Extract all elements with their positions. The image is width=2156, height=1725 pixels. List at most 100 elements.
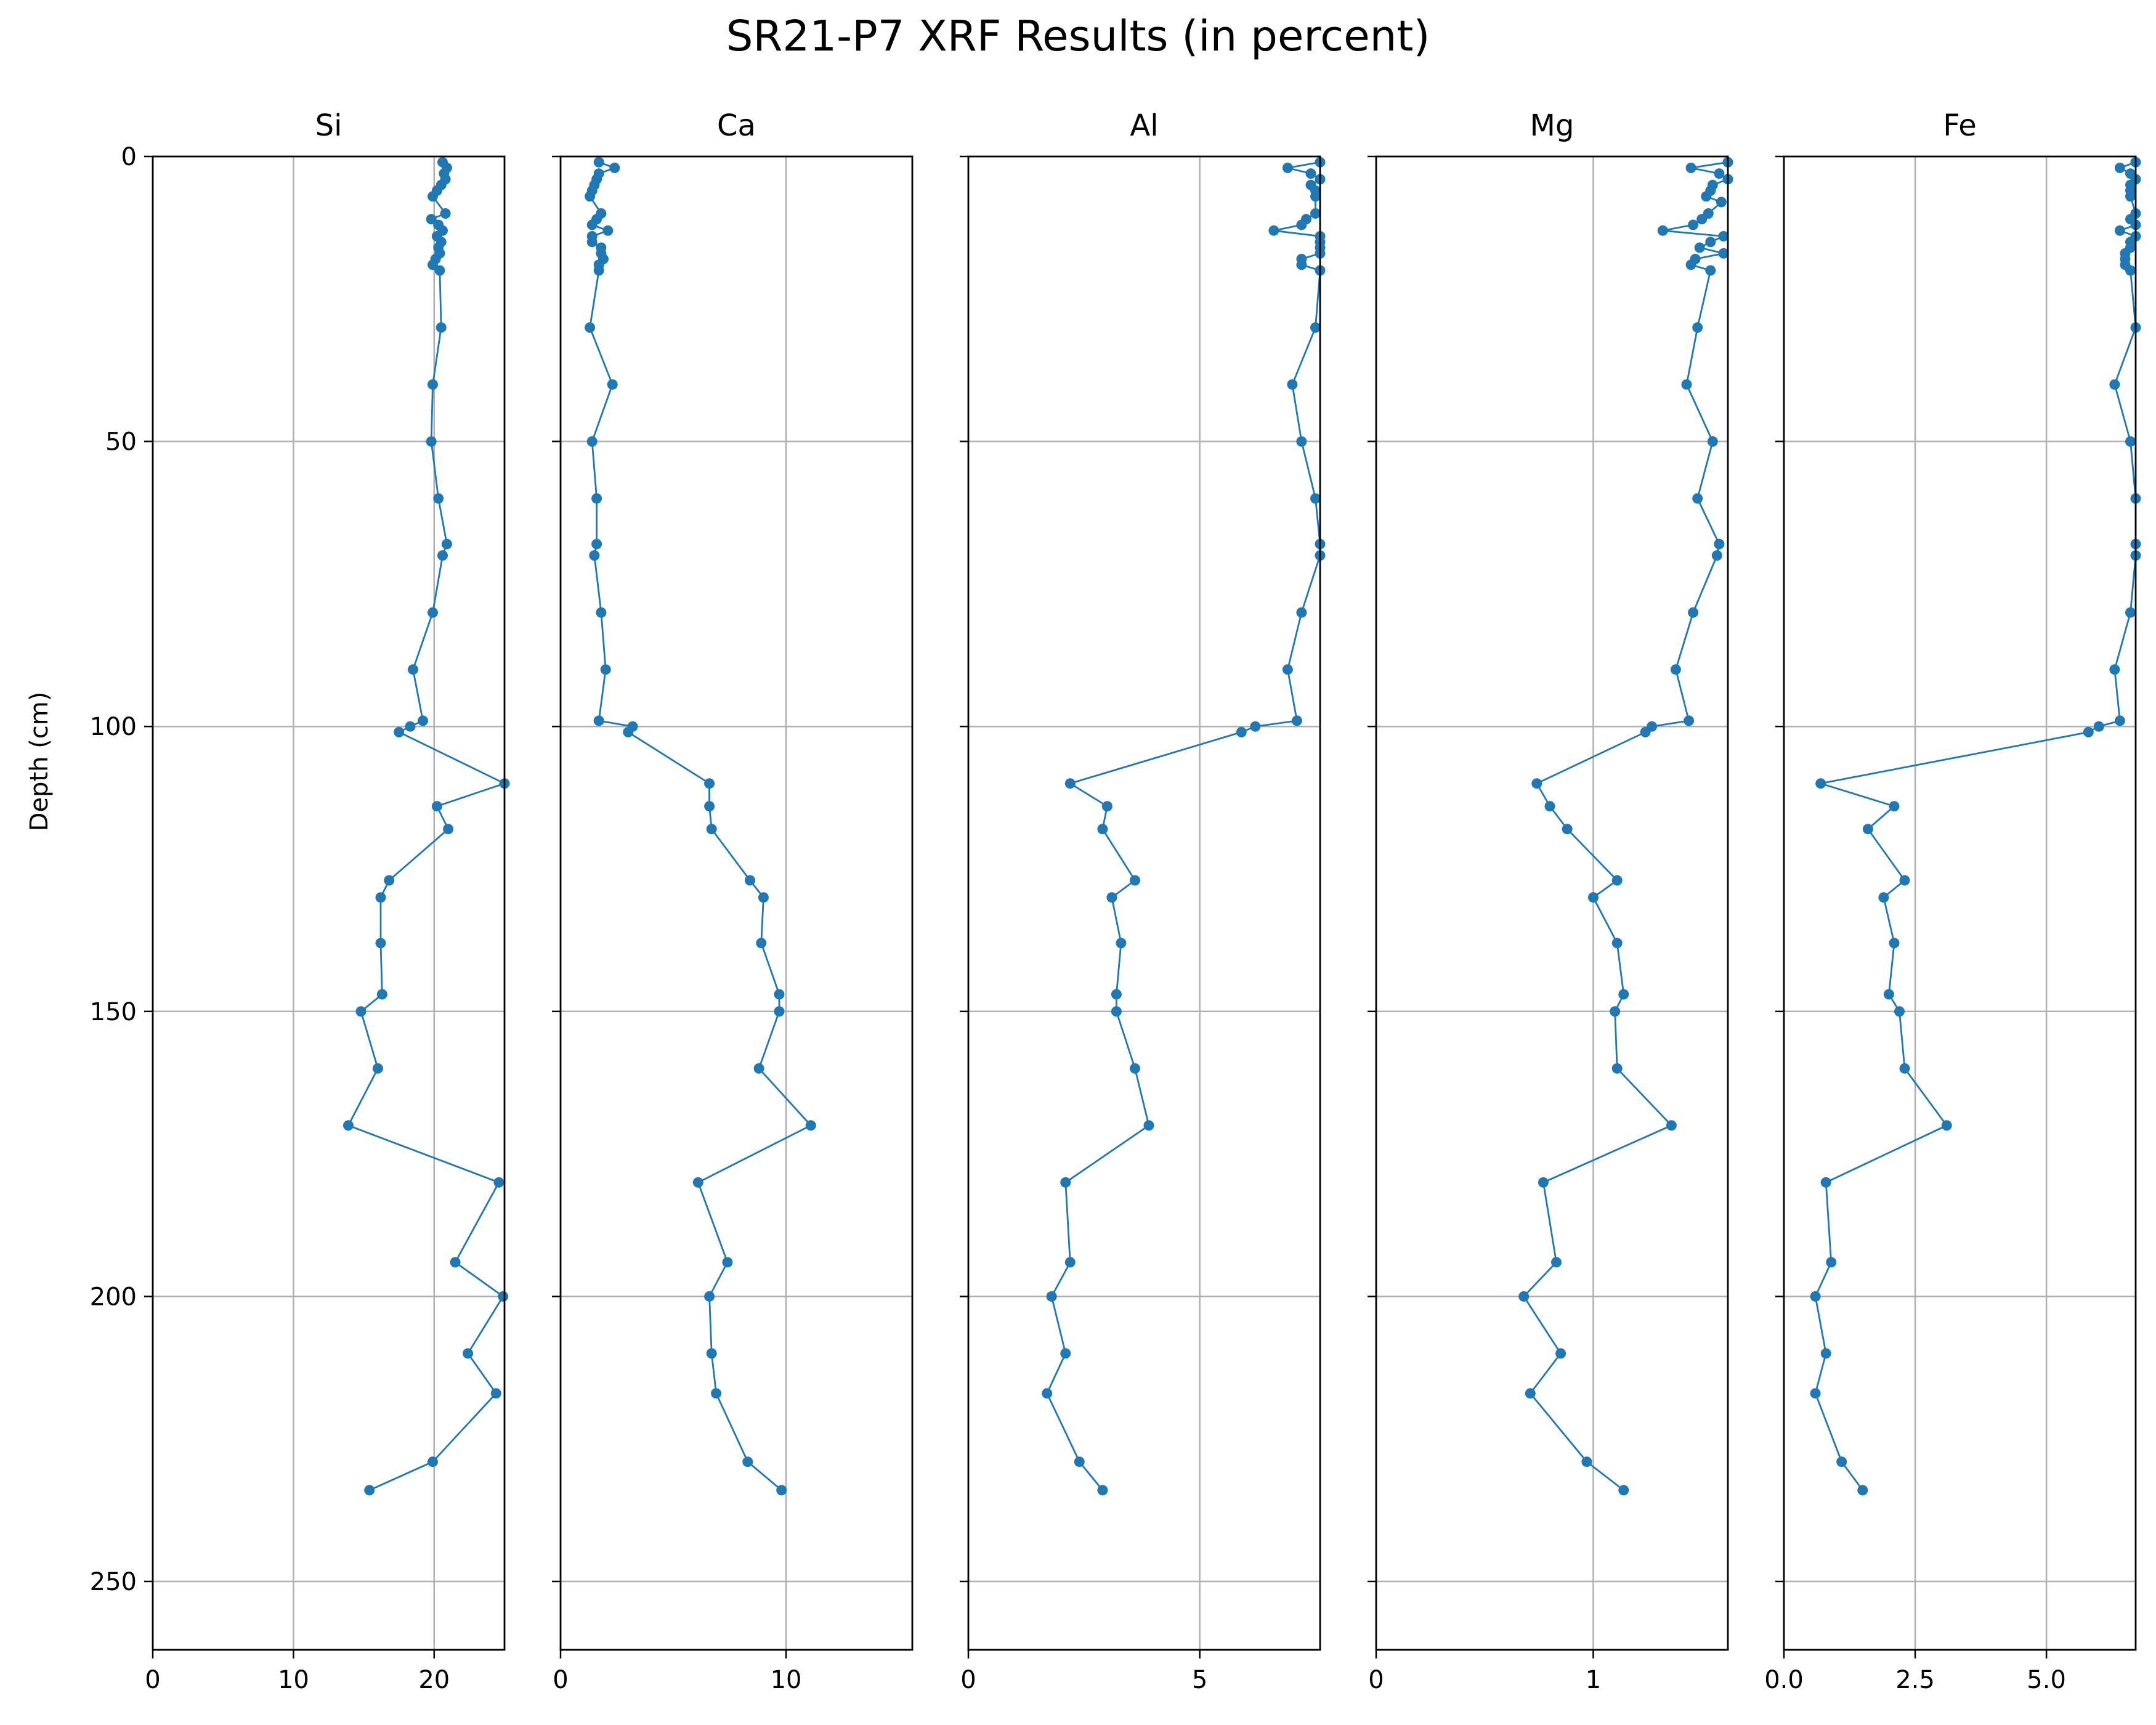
y-tick-label: 250 xyxy=(90,1568,137,1596)
data-point xyxy=(1681,379,1692,390)
data-point xyxy=(394,726,405,737)
data-point xyxy=(607,379,618,390)
data-point xyxy=(375,892,386,903)
series-data xyxy=(343,156,510,1496)
data-point xyxy=(1820,1177,1831,1188)
y-tick-label: 150 xyxy=(90,998,137,1026)
series-data xyxy=(585,156,816,1496)
data-point xyxy=(355,1006,367,1017)
x-tick-label: 5 xyxy=(1192,1666,1207,1694)
data-point xyxy=(774,1006,785,1017)
data-point xyxy=(1310,493,1321,504)
data-point xyxy=(418,715,428,726)
data-point xyxy=(745,875,755,886)
data-point xyxy=(1555,1348,1566,1359)
data-point xyxy=(753,1063,764,1074)
data-point xyxy=(586,237,598,248)
data-point xyxy=(1250,721,1261,732)
data-point xyxy=(593,715,604,726)
panel-fe: 0.0 2.5 5.0 Fe xyxy=(1764,108,2141,1694)
y-axis-label: Depth (cm) xyxy=(25,692,54,832)
data-point xyxy=(434,265,445,276)
data-point xyxy=(1296,436,1307,447)
data-point xyxy=(1518,1291,1530,1302)
data-point xyxy=(1666,1120,1677,1131)
data-point xyxy=(1696,214,1708,225)
data-point xyxy=(586,436,598,447)
data-point xyxy=(440,208,451,219)
data-point xyxy=(2093,721,2104,732)
data-point xyxy=(1688,607,1699,618)
data-point xyxy=(2114,225,2125,236)
data-point xyxy=(1060,1177,1071,1188)
x-tick-label: 0 xyxy=(553,1666,568,1694)
data-point xyxy=(1305,168,1316,179)
data-point xyxy=(1282,163,1293,173)
subplot-title: Ca xyxy=(717,108,756,143)
data-point xyxy=(2114,163,2125,173)
data-point xyxy=(593,156,604,168)
data-point xyxy=(776,1485,787,1496)
data-point xyxy=(428,607,438,618)
data-point xyxy=(623,726,634,737)
data-point xyxy=(1862,824,1873,835)
data-point xyxy=(1296,259,1307,270)
data-point xyxy=(1899,1063,1910,1074)
data-point xyxy=(1042,1388,1053,1399)
data-point xyxy=(1694,242,1705,253)
data-point xyxy=(1581,1456,1592,1467)
subplot-title: Fe xyxy=(1943,108,1977,143)
data-point xyxy=(1611,875,1623,886)
data-point xyxy=(428,191,438,202)
data-point xyxy=(1268,225,1279,236)
data-point xyxy=(1657,225,1668,236)
data-point xyxy=(1718,231,1729,242)
data-point xyxy=(1711,550,1722,561)
data-point xyxy=(428,1456,438,1467)
data-point xyxy=(706,1348,717,1359)
subplot-title: Si xyxy=(315,108,342,143)
x-tick-label: 0 xyxy=(145,1666,160,1694)
data-point xyxy=(586,219,598,230)
data-point xyxy=(706,824,717,835)
data-point xyxy=(433,493,444,504)
data-point xyxy=(602,225,614,236)
data-point xyxy=(1551,1257,1562,1268)
data-point xyxy=(758,892,769,903)
panel-si: 0 50 100 150 200 250 0 10 20 Si xyxy=(90,108,510,1694)
data-point xyxy=(591,493,602,504)
axes-frame xyxy=(1375,155,1729,1651)
data-point xyxy=(596,607,607,618)
data-point xyxy=(1688,219,1699,230)
series-data xyxy=(1042,156,1326,1496)
x-tick-label: 0 xyxy=(1368,1666,1384,1694)
data-point xyxy=(1716,197,1727,208)
data-point xyxy=(1143,1120,1154,1131)
data-point xyxy=(1889,801,1900,812)
data-point xyxy=(585,322,596,333)
data-point xyxy=(591,538,602,550)
data-point xyxy=(408,664,418,675)
data-point xyxy=(774,989,785,1000)
data-point xyxy=(1588,892,1599,903)
data-point xyxy=(428,379,438,390)
data-point xyxy=(1538,1177,1549,1188)
data-point xyxy=(450,1257,461,1268)
data-point xyxy=(1810,1291,1821,1302)
series-line xyxy=(589,161,812,1491)
data-point xyxy=(1836,1456,1847,1467)
panels: 0 50 100 150 200 250 0 10 20 Si 0 10 Ca 0 5 Al 0 1 Mg 0.0 2.… xyxy=(90,108,2141,1694)
x-tick-label: 0 xyxy=(960,1666,976,1694)
data-point xyxy=(1101,801,1112,812)
data-point xyxy=(1287,379,1298,390)
data-point xyxy=(2109,379,2120,390)
data-point xyxy=(1714,538,1725,550)
data-point xyxy=(343,1120,354,1131)
data-point xyxy=(2125,436,2136,447)
data-point xyxy=(722,1257,733,1268)
data-point xyxy=(1111,989,1122,1000)
data-point xyxy=(426,436,437,447)
series-line xyxy=(1814,161,2137,1491)
y-tick-label: 100 xyxy=(90,713,137,741)
data-point xyxy=(704,1291,715,1302)
